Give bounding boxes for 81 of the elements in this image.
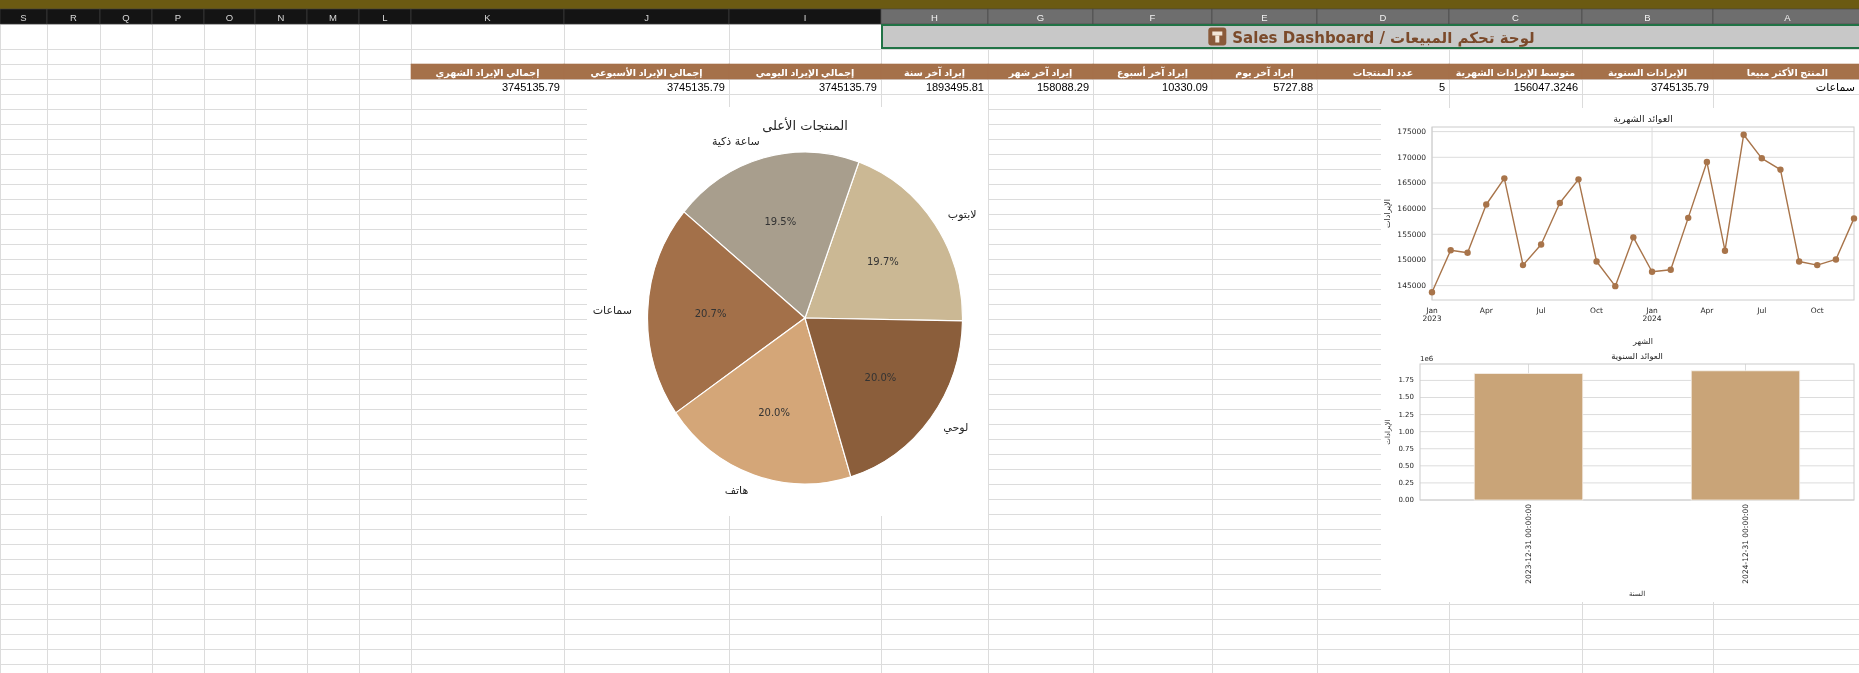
text: 158088.29 (1037, 81, 1089, 93)
text: 5 (1438, 81, 1445, 93)
category-label: D (1379, 11, 1387, 23)
category-label: S (20, 11, 27, 23)
point (1464, 249, 1471, 256)
text: سماعات (1815, 81, 1855, 93)
category-label: E (1261, 11, 1268, 23)
y-axis-title: الإيرادات (1382, 199, 1393, 228)
category-label: C (1512, 11, 1520, 23)
data-label: 19.5% (764, 216, 797, 228)
category-label: L (382, 11, 388, 23)
point (1795, 258, 1803, 265)
point (1832, 256, 1840, 263)
category-label: إيراد آخر أسبوع (1116, 65, 1189, 79)
text: لوحة تحكم المبيعات / Sales Dashboard (1232, 28, 1535, 47)
point (1850, 215, 1858, 222)
category-label: H (931, 11, 939, 23)
point (1685, 214, 1692, 222)
point (1703, 158, 1711, 166)
point (1667, 266, 1674, 273)
point (1740, 131, 1747, 138)
text: 1893495.81 (925, 81, 984, 93)
text: 3745135.79 (666, 81, 725, 93)
point (1519, 261, 1527, 269)
text: 156047.3246 (1513, 81, 1578, 93)
data-label: 19.7% (866, 256, 899, 268)
category-label: إيراد آخر سنة (903, 65, 966, 79)
category-label: P (174, 11, 182, 23)
category-label: إجمالي الإيراد الشهري (435, 66, 540, 79)
category-label: K (484, 11, 492, 23)
point (1537, 241, 1545, 248)
category-label: J (644, 11, 650, 23)
chart-title: العوائد السنوية (1611, 351, 1663, 361)
point (1612, 282, 1619, 290)
point (1630, 234, 1637, 241)
category-label: A (1784, 11, 1792, 23)
text: 5727.88 (1273, 81, 1313, 93)
text: 3745135.79 (818, 81, 877, 93)
slice-label: سماعات (592, 303, 632, 317)
chart-title: المنتجات الأعلى (762, 117, 848, 133)
category-label: متوسط الإيرادات الشهرية (1455, 66, 1576, 79)
data-label: 20.0% (758, 406, 790, 418)
category-label: R (70, 11, 78, 23)
category-label: O (225, 11, 234, 23)
category-label: N (277, 11, 285, 23)
point (1556, 199, 1564, 207)
category-label: إيراد آخر شهر (1007, 65, 1073, 79)
category-label: إجمالي الإيراد اليومي (755, 66, 855, 79)
slice-label: لوحي (943, 421, 969, 435)
point (1721, 247, 1729, 254)
point (1777, 166, 1784, 173)
point (1648, 268, 1656, 275)
point (1447, 247, 1454, 254)
data-label: 20.0% (864, 372, 897, 384)
point (1575, 176, 1582, 183)
text: 10330.09 (1162, 81, 1208, 93)
text: 3745135.79 (501, 81, 560, 93)
data-label: 20.7% (694, 308, 727, 320)
category-label: B (1644, 11, 1651, 23)
point (1593, 258, 1600, 265)
point (1483, 201, 1490, 208)
slice-label: لابتوب (947, 208, 977, 222)
category-label: Q (122, 11, 130, 23)
point (1428, 289, 1436, 296)
point (1758, 155, 1765, 162)
point (1814, 261, 1821, 269)
text: 3745135.79 (1650, 81, 1709, 93)
category-label: I (803, 11, 807, 23)
slice-label: ساعة ذكية (711, 135, 760, 149)
category-label: F (1149, 11, 1156, 23)
category-label: الإيرادات السنوية (1607, 66, 1688, 79)
category-label: عدد المنتجات (1352, 66, 1414, 78)
x-axis-title: الشهر (1632, 337, 1653, 346)
chart-title: العوائد الشهرية (1613, 113, 1673, 124)
category-label: M (329, 11, 338, 23)
slice-label: هاتف (724, 484, 749, 498)
category-label: المنتج الأكثر مبيعا (1746, 66, 1829, 79)
category-label: إجمالي الإيراد الأسبوعي (590, 66, 703, 79)
point (1501, 175, 1508, 182)
category-label: إيراد آخر يوم (1235, 65, 1294, 79)
category-label: G (1036, 11, 1045, 23)
